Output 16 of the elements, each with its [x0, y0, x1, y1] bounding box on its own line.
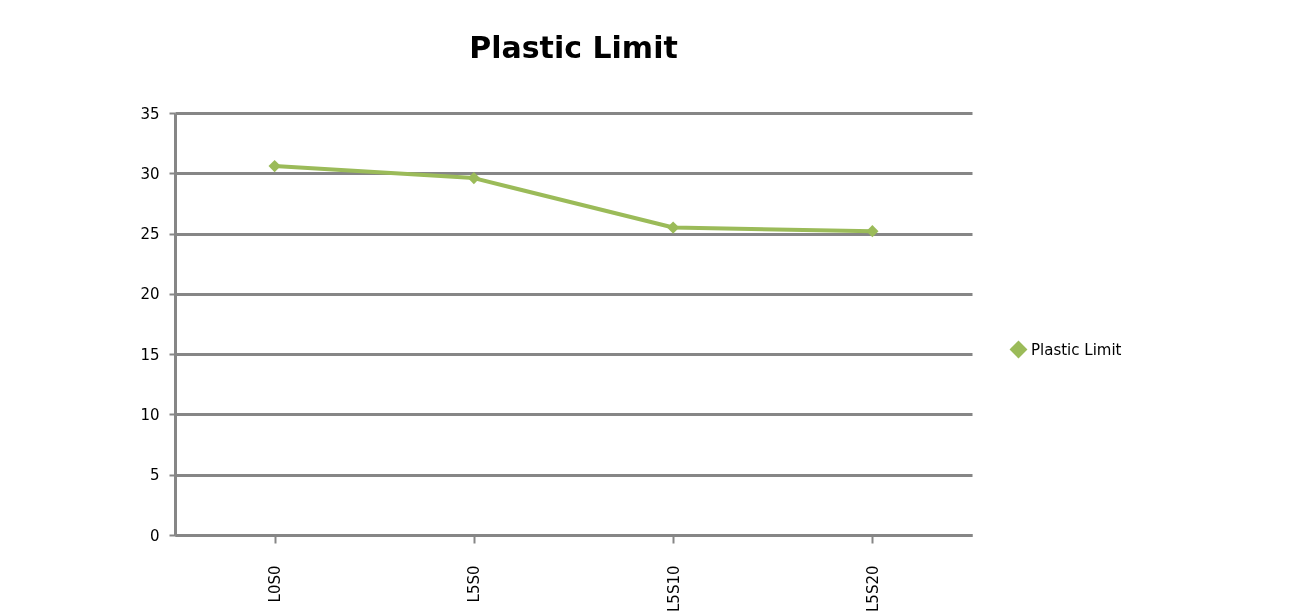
y-tick-label: 5 — [149, 466, 160, 485]
legend-label: Plastic Limit — [1031, 340, 1122, 359]
x-tick-label: L5S10 — [664, 565, 683, 613]
y-tick-label: 25 — [140, 225, 160, 244]
y-tick-label: 30 — [140, 164, 160, 183]
point — [467, 171, 480, 185]
y-tick-label: 20 — [140, 285, 160, 304]
x-tick-label: L0S0 — [266, 565, 285, 603]
chart-title: Plastic Limit — [469, 30, 678, 65]
y-tick-label: 35 — [140, 104, 160, 123]
y-tick-label: 0 — [149, 526, 160, 545]
y-tick-label: 15 — [140, 345, 160, 364]
x-tick-label: L5S0 — [465, 565, 484, 603]
point — [268, 159, 281, 173]
x-tick-label: L5S20 — [863, 565, 882, 613]
y-tick-label: 10 — [140, 405, 160, 424]
